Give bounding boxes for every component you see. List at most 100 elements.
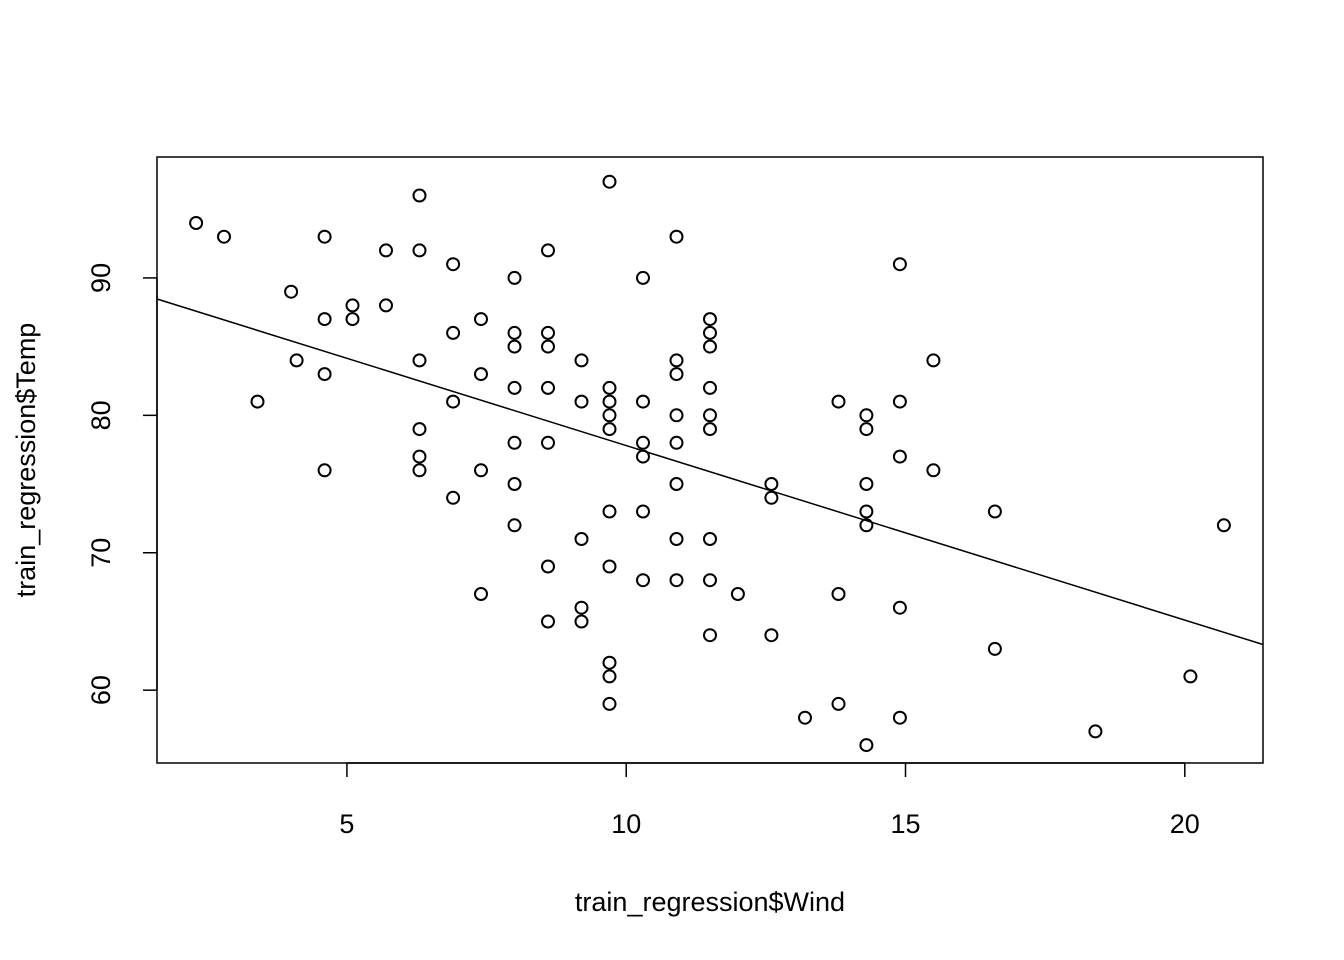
data-point [446, 257, 461, 272]
data-point [703, 573, 717, 588]
data-point [507, 435, 522, 450]
data-point [507, 339, 522, 354]
x-tick-label: 20 [1170, 809, 1200, 839]
data-point [474, 367, 488, 382]
data-point [574, 532, 589, 546]
data-point [412, 353, 427, 368]
data-point [507, 477, 522, 491]
data-point [669, 408, 684, 423]
data-point [250, 394, 265, 409]
data-point [284, 284, 299, 299]
data-point [217, 229, 231, 244]
data-point [703, 422, 717, 437]
data-point [602, 504, 617, 519]
y-tick-label: 80 [86, 400, 116, 430]
data-point [474, 587, 488, 601]
data-point [317, 229, 332, 244]
data-point [859, 738, 874, 753]
data-point [1183, 669, 1198, 684]
data-point [703, 339, 717, 354]
data-point [892, 257, 907, 272]
data-point [602, 394, 617, 409]
data-point [892, 600, 907, 615]
data-point [703, 628, 717, 643]
y-axis-title: train_regression$Temp [11, 323, 41, 598]
data-point [703, 312, 717, 327]
y-tick-label: 60 [86, 675, 116, 705]
data-point [987, 504, 1002, 519]
data-point [669, 477, 684, 491]
data-point [831, 587, 846, 601]
data-point [859, 477, 874, 491]
data-point [730, 587, 745, 601]
data-point [703, 380, 717, 395]
data-point [859, 504, 874, 519]
data-point [446, 490, 461, 505]
data-point [574, 394, 589, 409]
data-point [636, 435, 650, 450]
data-point [636, 573, 650, 588]
data-point [926, 463, 941, 478]
data-point [507, 518, 522, 533]
data-point [636, 270, 650, 285]
x-tick-label: 5 [339, 809, 354, 839]
data-point [831, 394, 846, 409]
data-point [602, 655, 617, 670]
data-point [446, 325, 461, 340]
data-point [703, 325, 717, 340]
data-point [317, 312, 332, 327]
plot-frame [156, 156, 1264, 764]
x-tick-label: 15 [890, 809, 920, 839]
data-point [317, 367, 332, 382]
data-point [602, 174, 617, 189]
data-point [189, 216, 204, 230]
data-point [892, 710, 907, 725]
data-point [669, 367, 684, 382]
data-point [831, 696, 846, 711]
data-point [764, 490, 779, 505]
data-point [669, 573, 684, 588]
data-point [892, 449, 907, 464]
data-point [541, 243, 555, 258]
data-point [926, 353, 941, 368]
data-point [541, 325, 555, 340]
data-point [474, 463, 488, 478]
points-layer [156, 174, 1264, 753]
data-point [669, 353, 684, 368]
data-point [474, 312, 488, 327]
data-point [669, 532, 684, 546]
data-point [602, 380, 617, 395]
data-point [507, 325, 522, 340]
data-point [541, 380, 555, 395]
data-point [289, 353, 304, 368]
data-point [636, 394, 650, 409]
x-axis-title: train_regression$Wind [575, 887, 845, 917]
data-point [541, 435, 555, 450]
data-point [987, 641, 1002, 656]
data-point [602, 669, 617, 684]
data-point [379, 243, 393, 258]
data-point [412, 243, 427, 258]
data-point [541, 339, 555, 354]
data-point [345, 298, 360, 313]
y-tick-label: 90 [86, 263, 116, 293]
data-point [602, 559, 617, 574]
data-point [379, 298, 393, 313]
y-tick-label: 70 [86, 538, 116, 568]
data-point [859, 518, 874, 533]
data-point [703, 408, 717, 423]
data-point [602, 696, 617, 711]
data-point [764, 477, 779, 491]
regression-line [156, 298, 1264, 646]
data-point [446, 394, 461, 409]
data-point [859, 408, 874, 423]
data-point [1088, 724, 1103, 739]
x-axis: 5 10 15 20 [339, 762, 1200, 839]
data-point [602, 422, 617, 437]
data-point [764, 628, 779, 643]
data-point [412, 188, 427, 203]
data-point [703, 532, 717, 546]
data-point [574, 614, 589, 629]
data-point [507, 380, 522, 395]
